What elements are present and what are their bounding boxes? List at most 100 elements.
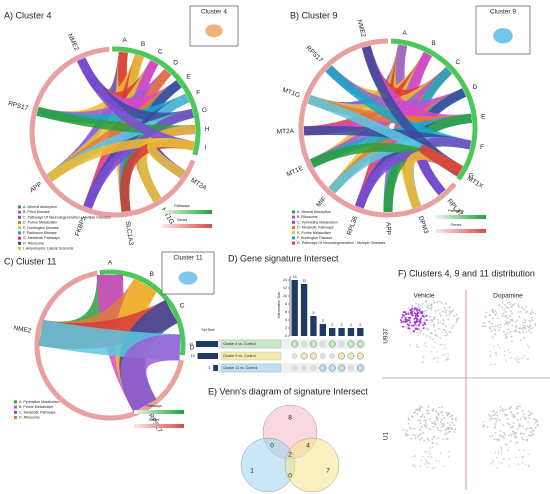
cell-point [418,331,421,334]
cell-point [524,327,527,330]
cell-point [429,462,431,465]
inset-label: Cluster 9 [490,9,516,16]
matrix-dot [356,352,364,360]
cell-point [433,466,436,469]
cell-point [444,353,446,356]
cluster-point [404,318,407,321]
cell-point [431,422,433,425]
cell-point [440,429,442,432]
cell-point [510,310,512,312]
cell-point [420,437,423,440]
cell-point [524,416,527,419]
set-name: Cluster 4 vs. Control [223,342,256,346]
cell-point [509,440,512,443]
cell-point [435,459,438,462]
cell-point [434,334,437,336]
cell-point [512,303,514,306]
cell-point [497,317,499,320]
gene-label: RPL37 [446,198,464,218]
cell-point [525,306,528,309]
cell-point [529,414,531,417]
cell-point [502,330,505,333]
cell-point [504,310,507,313]
cell-point [512,421,515,424]
cell-point [511,318,513,321]
cell-point [447,353,450,355]
set-size-value: 3 [208,366,210,370]
cell-point [532,311,535,314]
cell-point [528,464,530,467]
cell-point [523,324,526,327]
matrix-dot [300,352,308,360]
cell-point [416,413,419,415]
cell-point [423,342,426,345]
cluster-point [422,327,425,330]
panel-title: C) Cluster 11 [4,256,56,266]
cell-point [444,343,446,346]
gene-label: MT1X [466,175,485,190]
cell-point [419,433,422,436]
cell-point [449,311,452,314]
sector-label: H [205,126,210,133]
cell-point [492,317,494,320]
scale-label: Genes [451,223,462,227]
cell-point [419,419,421,422]
cell-point [432,324,435,326]
cell-point [432,408,435,410]
cell-point [413,427,415,430]
cluster-point [399,319,402,322]
cell-point [444,302,447,305]
cell-point [422,313,425,316]
cell-point [421,322,424,325]
cell-point [411,305,414,308]
cell-point [496,467,498,469]
cell-point [441,423,444,425]
cell-point [426,466,429,468]
cell-point [501,408,504,410]
cell-point [425,451,428,454]
cell-point [518,423,521,426]
cell-point [423,419,426,422]
cluster-point [404,320,407,323]
sector-label: G [202,107,207,114]
cell-point [425,419,428,422]
cell-point [448,310,451,313]
cell-point [417,305,420,308]
cell-point [506,443,509,446]
matrix-dot [347,340,355,348]
cell-point [445,432,448,435]
legend-entry: B. Purine Metabolism [19,405,53,409]
cluster-point [411,307,414,310]
cell-point [448,430,451,433]
cell-point [442,310,444,313]
cluster-point [406,323,409,326]
cell-point [431,467,434,470]
cell-point [439,312,441,315]
panel-title: A) Cluster 4 [4,10,52,20]
cell-point [424,319,426,321]
cell-point [512,430,515,433]
cell-point [436,318,439,321]
cell-point [494,310,497,312]
bar-value: 2 [341,323,343,327]
cell-point [513,416,516,418]
cell-point [518,358,520,360]
cell-point [419,415,422,418]
cell-point [495,312,498,315]
cell-point [513,330,516,333]
cell-point [430,308,432,311]
cell-point [494,314,496,316]
cell-point [427,462,429,464]
cell-point [444,311,447,314]
cell-point [527,357,530,360]
cell-point [435,443,438,445]
legend-entry: A. Mineral Absorption [23,205,57,209]
gene-label: RPS17 [147,413,164,435]
cell-point [498,346,501,349]
cell-point [510,411,513,414]
bar-value: 2 [350,323,352,327]
cell-point [415,324,418,327]
cell-point [432,325,435,328]
cell-point [451,418,453,421]
cell-point [494,425,496,428]
